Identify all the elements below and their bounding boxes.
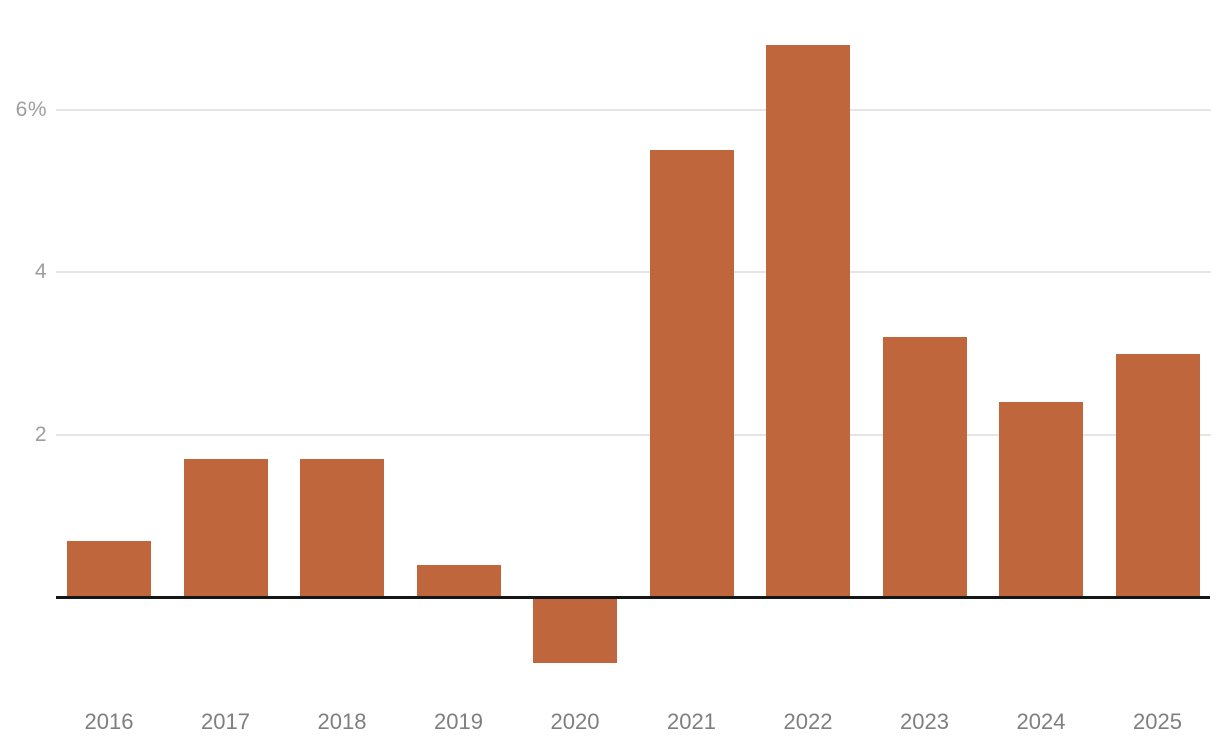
- y-tick-label: 4: [34, 260, 47, 284]
- x-tick-label: 2017: [201, 709, 250, 734]
- x-tick-label: 2025: [1133, 709, 1182, 734]
- y-gridline-6: [56, 108, 1211, 111]
- y-gridline-2: [56, 433, 1211, 436]
- x-tick-label: 2016: [84, 709, 134, 734]
- x-tick-label: 2018: [317, 709, 367, 734]
- bar-2024: [999, 402, 1083, 598]
- y-tick-label: 6%: [15, 97, 47, 121]
- x-tick-label: 2023: [900, 709, 949, 734]
- bar-2017: [183, 459, 268, 598]
- x-tick-label: 2022: [783, 709, 833, 734]
- y-gridline-4: [56, 271, 1211, 274]
- bar-2023: [882, 337, 967, 598]
- y-tick-label: 2: [34, 422, 47, 446]
- bar-2022: [766, 44, 850, 598]
- bar-2018: [300, 459, 384, 598]
- bar-2020: [533, 597, 617, 663]
- bar-2019: [416, 564, 501, 598]
- x-tick-label: 2020: [550, 709, 600, 734]
- zero-baseline: [56, 596, 1210, 599]
- bar-2016: [67, 540, 151, 598]
- x-tick-label: 2019: [434, 709, 483, 734]
- bar-2021: [649, 150, 734, 598]
- x-tick-label: 2021: [667, 709, 716, 734]
- x-tick-label: 2024: [1016, 709, 1066, 734]
- bar-2025: [1115, 353, 1200, 598]
